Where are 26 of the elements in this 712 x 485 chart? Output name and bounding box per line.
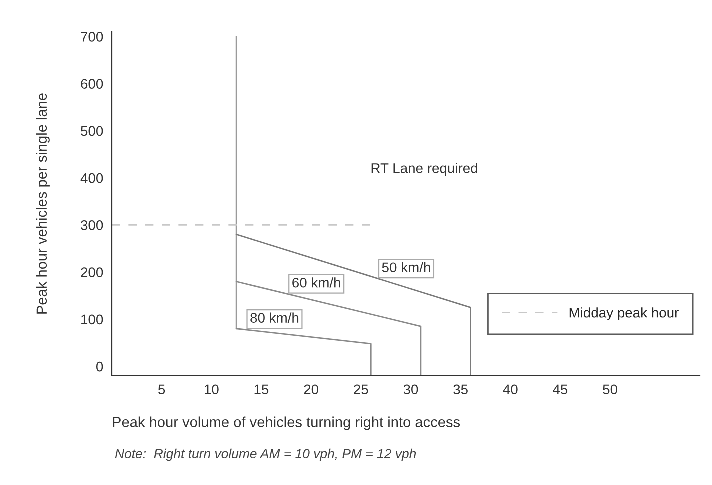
- x-tick-label: 5: [158, 384, 166, 395]
- x-tick-label: 40: [503, 384, 518, 395]
- y-tick-label: 600: [81, 79, 104, 90]
- x-tick-label: 20: [304, 384, 319, 395]
- y-axis-title: Peak hour vehicles per single lane: [36, 94, 50, 314]
- y-tick-label: 0: [96, 362, 104, 372]
- x-tick-label: 10: [204, 384, 219, 395]
- series-label: 60 km/h: [292, 278, 340, 288]
- y-tick-label: 200: [81, 268, 104, 278]
- x-tick-label: 50: [603, 384, 618, 395]
- series-label: 50 km/h: [382, 262, 430, 273]
- y-tick-label: 400: [80, 173, 104, 184]
- text: Note: Right turn volume AM = 10 vph, PM = 12 vph: [115, 448, 416, 462]
- x-tick-label: 25: [354, 384, 368, 395]
- y-tick-label: 500: [81, 126, 104, 136]
- annotation: RT Lane required: [372, 163, 478, 176]
- x-tick-label: 45: [553, 384, 568, 395]
- x-tick-label: 35: [454, 384, 468, 395]
- y-tick-label: 700: [81, 32, 104, 42]
- x-tick-label: 15: [254, 384, 269, 395]
- legend-label: Midday peak hour: [570, 308, 679, 321]
- x-axis-title: Peak hour volume of vehicles turning right into access: [113, 416, 460, 430]
- x-tick-label: 30: [404, 384, 418, 395]
- y-tick-label: 100: [82, 314, 104, 325]
- y-tick-label: 300: [81, 220, 104, 230]
- series-label: 80 km/h: [250, 312, 299, 323]
